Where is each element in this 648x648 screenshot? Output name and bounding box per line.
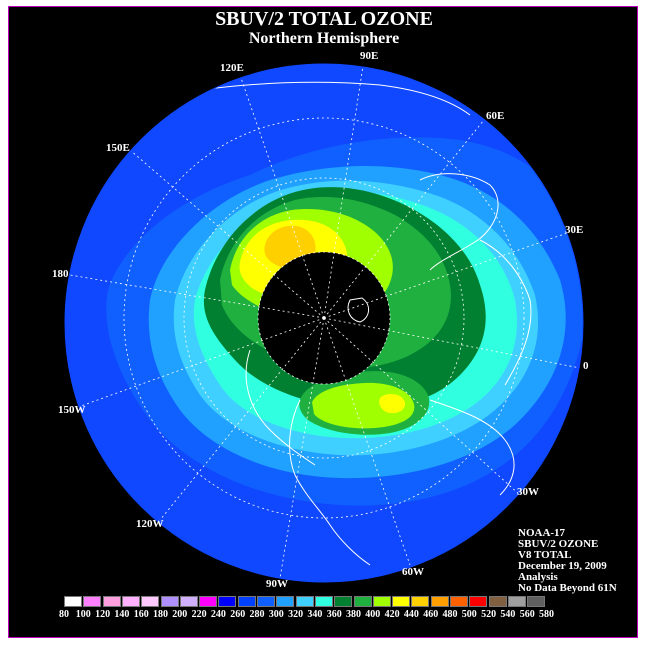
legend-tick-label: 100 [75,609,91,620]
legend-tick-label: 400 [365,609,381,620]
info-date: December 19, 2009 [518,560,607,572]
legend-swatch [218,596,237,607]
info-type: Analysis [518,571,558,583]
graticule [69,65,581,579]
legend-tick-label: 240 [210,609,226,620]
lon-label-120w: 120W [136,518,164,530]
legend-swatch [411,596,430,607]
legend-tick-label: 140 [114,609,130,620]
legend-tick-label: 80 [59,609,69,620]
lon-label-60w: 60W [402,566,424,578]
lon-label-180: 180 [52,268,69,280]
legend-tick-label: 200 [172,609,188,620]
lon-label-150e: 150E [106,142,130,154]
info-block: NOAA-17 SBUV/2 OZONE V8 TOTAL December 1… [518,528,617,594]
lon-label-90e: 90E [360,50,379,62]
legend-tick-label: 440 [403,609,419,620]
lon-label-0: 0 [583,360,589,372]
legend-tick-label: 120 [95,609,111,620]
legend-swatch [83,596,102,607]
legend-tick-label: 320 [288,609,304,620]
legend-swatch [276,596,295,607]
legend-swatch [372,596,391,607]
legend-swatch [199,596,218,607]
legend-tick-label: 500 [461,609,477,620]
info-satellite: NOAA-17 [518,527,566,539]
legend-tick-label: 540 [500,609,516,620]
info-product: SBUV/2 OZONE [518,538,599,550]
legend-swatch [295,596,314,607]
legend-tick-label: 380 [346,609,361,620]
lon-label-30e: 30E [565,224,584,236]
info-version: V8 TOTAL [518,549,572,561]
legend-tick-label: 520 [481,609,497,620]
legend-tick-label: 260 [230,609,246,620]
legend-tick-label: 560 [519,609,535,620]
legend-swatch [121,596,140,607]
legend-swatch [353,596,372,607]
disk-edge [64,63,584,583]
legend-tick-label: 220 [191,609,207,620]
legend-tick-label: 420 [384,609,400,620]
legend-swatch [450,596,468,607]
legend-swatch [334,596,353,607]
legend-swatch [392,596,411,607]
legend-swatch [314,596,333,607]
contour-420-east [379,394,406,414]
legend-swatch [179,596,198,607]
legend-swatch [160,596,179,607]
legend-tick-label: 580 [539,609,554,620]
lon-label-90w: 90W [266,578,288,590]
lon-label-60e: 60E [486,110,505,122]
legend-tick-label: 480 [442,609,458,620]
map-subtitle: Northern Hemisphere [248,30,400,47]
legend-tick-label: 280 [249,609,265,620]
legend-swatch [527,596,546,607]
legend-swatch [141,596,160,607]
legend-swatch [237,596,256,607]
lon-label-150w: 150W [58,404,86,416]
legend-swatch [102,596,121,607]
legend-swatch [488,596,507,607]
ozone-field [65,64,583,582]
legend-swatch [64,596,82,607]
legend-tick-label: 160 [133,609,149,620]
legend-swatch [430,596,449,607]
legend-tick-label: 460 [423,609,439,620]
coastlines [199,81,532,566]
map-title: SBUV/2 TOTAL OZONE [215,8,433,30]
legend-tick-label: 340 [307,609,323,620]
legend-tick-label: 180 [153,609,168,620]
legend-swatch [257,596,275,607]
legend-swatch [469,596,488,607]
lon-label-30w: 30W [517,486,539,498]
legend-tick-label: 360 [326,609,342,620]
info-note: No Data Beyond 61N [518,582,617,594]
legend-swatch [507,596,526,607]
legend-tick-label: 300 [268,609,284,620]
lon-label-120e: 120E [220,62,244,74]
